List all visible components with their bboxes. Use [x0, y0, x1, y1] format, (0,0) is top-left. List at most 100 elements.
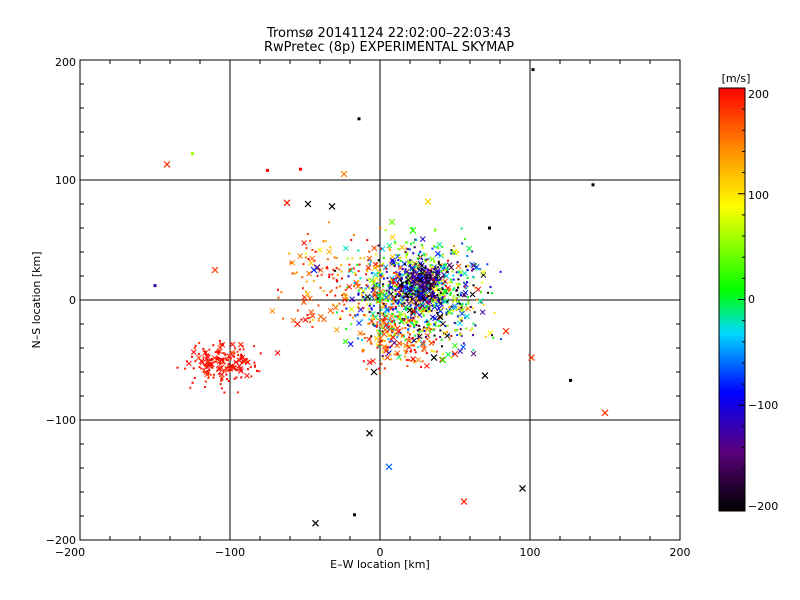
data-point	[419, 250, 422, 253]
data-point	[456, 251, 459, 254]
data-point	[373, 324, 376, 327]
data-point	[413, 326, 416, 329]
data-point	[418, 252, 421, 255]
data-point	[206, 364, 209, 367]
data-point	[460, 498, 468, 506]
data-point	[328, 275, 331, 278]
data-point	[344, 293, 347, 296]
data-point	[202, 356, 205, 359]
data-point	[417, 272, 420, 275]
data-point	[444, 263, 447, 266]
data-point	[406, 295, 409, 298]
data-point	[239, 357, 242, 360]
data-point	[293, 272, 296, 275]
data-point	[307, 316, 310, 319]
data-point	[459, 291, 462, 294]
data-point	[443, 283, 446, 286]
data-point	[425, 276, 428, 279]
data-point	[418, 274, 421, 277]
data-point	[422, 282, 425, 285]
data-point	[433, 268, 436, 271]
data-point	[205, 356, 208, 359]
data-point	[367, 263, 370, 266]
data-point	[441, 294, 444, 297]
data-point	[407, 324, 410, 327]
data-point	[309, 255, 316, 262]
data-point	[430, 257, 433, 260]
data-point	[212, 376, 215, 379]
data-point	[387, 308, 390, 311]
data-point	[433, 261, 436, 264]
data-point	[424, 292, 427, 295]
data-point	[462, 342, 465, 345]
data-point	[317, 304, 320, 307]
data-point	[410, 322, 413, 325]
data-point	[410, 311, 413, 314]
data-point	[446, 267, 449, 270]
data-point	[439, 329, 442, 332]
chart-title: Tromsø 20141124 22:02:00–22:03:43	[266, 26, 511, 41]
data-point	[392, 264, 395, 267]
data-point	[339, 317, 342, 320]
data-point	[386, 346, 389, 349]
data-point	[306, 314, 309, 317]
data-point	[431, 304, 434, 307]
data-point	[413, 312, 416, 315]
data-point	[379, 247, 382, 250]
data-point	[430, 349, 433, 352]
data-point	[232, 364, 235, 367]
data-point	[411, 344, 414, 347]
data-point	[220, 387, 223, 390]
data-point	[459, 274, 462, 277]
data-point	[434, 266, 437, 269]
data-point	[357, 302, 360, 305]
data-point	[437, 262, 440, 265]
data-point	[396, 253, 399, 256]
data-point	[455, 263, 462, 270]
data-point	[472, 322, 475, 325]
data-point	[445, 351, 452, 358]
data-point	[493, 311, 496, 314]
data-point	[211, 366, 214, 369]
data-point	[427, 270, 433, 277]
data-point	[433, 334, 436, 337]
data-point	[466, 268, 469, 271]
data-point	[429, 314, 436, 321]
data-point	[354, 273, 357, 276]
data-point	[399, 358, 402, 361]
data-point	[428, 306, 431, 309]
data-point	[394, 350, 401, 357]
data-point	[394, 289, 397, 292]
data-point	[393, 265, 396, 268]
data-point	[327, 221, 330, 224]
data-point	[327, 307, 334, 314]
data-point	[417, 304, 420, 307]
data-point	[405, 247, 408, 250]
data-point	[391, 308, 394, 311]
data-point	[237, 368, 244, 374]
data-point	[437, 281, 440, 284]
data-point	[193, 376, 196, 379]
data-point	[443, 273, 450, 279]
data-point	[253, 361, 256, 364]
data-point	[414, 306, 417, 309]
data-point	[416, 257, 419, 260]
data-point	[405, 292, 408, 295]
data-point	[396, 315, 399, 318]
data-point	[220, 379, 223, 382]
data-point	[329, 246, 332, 249]
data-point	[502, 327, 510, 335]
data-point	[230, 365, 237, 372]
data-point	[389, 322, 392, 325]
data-point	[390, 306, 393, 309]
data-point	[224, 354, 227, 357]
data-point	[372, 293, 375, 296]
data-point	[391, 281, 394, 284]
data-point	[384, 354, 391, 361]
data-point	[370, 280, 377, 287]
data-point	[384, 303, 387, 306]
data-point	[374, 288, 377, 291]
data-point	[222, 360, 225, 363]
data-point	[439, 264, 442, 267]
data-point	[346, 283, 353, 290]
